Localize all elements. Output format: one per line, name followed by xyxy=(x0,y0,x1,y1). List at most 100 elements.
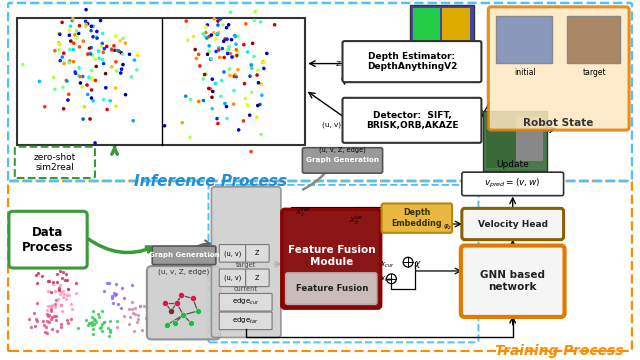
Point xyxy=(127,282,137,287)
Point xyxy=(222,47,232,53)
Point xyxy=(64,292,74,297)
Circle shape xyxy=(403,257,413,267)
Point xyxy=(214,45,224,51)
Point xyxy=(129,57,140,63)
Point xyxy=(113,48,123,53)
Point xyxy=(51,313,61,319)
Point xyxy=(63,320,73,326)
Point xyxy=(49,304,60,310)
Point xyxy=(107,47,117,53)
Point xyxy=(214,47,224,53)
Point xyxy=(116,285,127,291)
Point xyxy=(180,93,191,99)
Point xyxy=(60,278,70,283)
Point xyxy=(76,80,86,86)
Point xyxy=(88,332,98,337)
Point xyxy=(118,62,128,68)
Point xyxy=(212,32,222,37)
Text: $x_{tar}$: $x_{tar}$ xyxy=(380,274,393,284)
Point xyxy=(71,290,81,296)
Point xyxy=(102,325,113,331)
Point xyxy=(230,72,240,78)
Point xyxy=(109,48,120,53)
Point xyxy=(105,327,115,333)
Point xyxy=(93,311,104,316)
Point xyxy=(67,306,77,312)
Point xyxy=(90,316,100,321)
Point xyxy=(104,329,115,334)
Point xyxy=(81,7,91,13)
Point xyxy=(211,81,221,86)
Point xyxy=(42,330,52,336)
Point xyxy=(56,302,67,307)
Point xyxy=(257,59,268,65)
Point xyxy=(111,33,121,39)
Point xyxy=(58,294,68,300)
Point xyxy=(70,70,81,76)
Point xyxy=(137,327,147,333)
Point xyxy=(50,288,60,293)
Point xyxy=(124,51,134,57)
Point xyxy=(40,329,50,335)
Point xyxy=(111,282,122,287)
Point xyxy=(84,75,94,80)
Point xyxy=(102,280,113,286)
Text: target: target xyxy=(236,262,256,268)
Point xyxy=(107,64,117,70)
Point xyxy=(211,49,221,54)
FancyBboxPatch shape xyxy=(483,111,547,171)
Point xyxy=(40,104,50,109)
Point xyxy=(97,308,107,314)
Point xyxy=(86,95,97,101)
Point xyxy=(43,278,53,284)
Point xyxy=(63,97,73,103)
Text: (u, v): (u, v) xyxy=(224,275,242,281)
Point xyxy=(67,18,77,23)
FancyBboxPatch shape xyxy=(410,5,474,59)
Point xyxy=(114,48,124,54)
Point xyxy=(68,59,79,64)
Text: Robot State: Robot State xyxy=(524,118,594,129)
Point xyxy=(58,84,68,90)
FancyBboxPatch shape xyxy=(566,15,620,63)
Text: GNN based
network: GNN based network xyxy=(480,270,545,292)
Text: Graph Generation: Graph Generation xyxy=(148,252,220,258)
Point xyxy=(44,313,54,319)
Point xyxy=(256,81,266,87)
Point xyxy=(133,316,143,321)
Point xyxy=(57,308,67,314)
Circle shape xyxy=(387,274,396,284)
Point xyxy=(97,41,108,46)
Point xyxy=(141,315,152,320)
Point xyxy=(104,280,115,286)
Text: $v_{pred} = (v, w)$: $v_{pred} = (v, w)$ xyxy=(484,177,541,190)
Point xyxy=(212,116,222,122)
Point xyxy=(139,303,149,309)
Point xyxy=(143,304,154,310)
Point xyxy=(58,106,68,112)
Point xyxy=(65,47,75,53)
Point xyxy=(74,31,84,36)
Point xyxy=(201,30,211,36)
Point xyxy=(85,116,95,122)
Point xyxy=(61,271,72,277)
Point xyxy=(68,40,79,46)
Point xyxy=(218,22,228,28)
Point xyxy=(255,19,266,25)
Point xyxy=(47,314,58,320)
Bar xyxy=(17,18,305,145)
Point xyxy=(68,47,78,53)
Point xyxy=(99,96,109,102)
Point xyxy=(90,78,100,84)
Point xyxy=(230,34,241,40)
Point xyxy=(225,72,235,78)
Point xyxy=(198,98,209,103)
Point xyxy=(78,116,88,122)
Point xyxy=(219,39,229,44)
Point xyxy=(202,51,212,57)
Point xyxy=(31,300,42,306)
Point xyxy=(246,90,257,95)
Point xyxy=(221,104,232,109)
Point xyxy=(46,316,56,322)
Point xyxy=(207,94,217,100)
